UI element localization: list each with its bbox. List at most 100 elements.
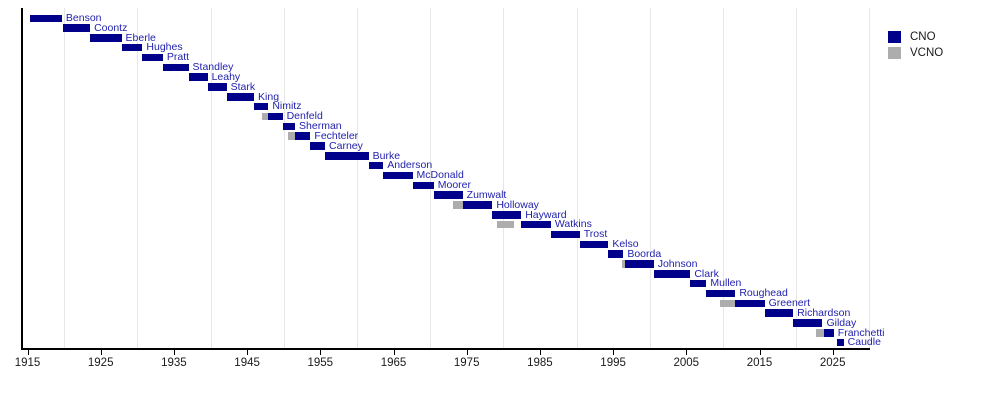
- x-tick-label-1965: 1965: [380, 357, 407, 369]
- officer-label-carney[interactable]: Carney: [329, 139, 363, 152]
- officer-label-standley[interactable]: Standley: [192, 61, 234, 74]
- gridline-1990: [576, 8, 578, 349]
- gridline-2010: [722, 8, 724, 349]
- x-tick-label-1945: 1945: [234, 357, 260, 369]
- officer-label-hayward[interactable]: Hayward: [525, 208, 567, 221]
- legend-item-vcno: VCNO: [888, 46, 943, 60]
- cno-bar-benson: [30, 14, 62, 22]
- x-tick-label-1935: 1935: [161, 357, 187, 369]
- cno-bar-sherman: [282, 122, 296, 131]
- officer-label-richardson[interactable]: Richardson: [797, 306, 851, 319]
- legend-label-cno: CNO: [910, 31, 936, 43]
- x-tick-1975: [466, 350, 468, 355]
- officer-label-holloway[interactable]: Holloway: [496, 198, 539, 211]
- gridline-1960: [356, 8, 358, 349]
- vcno-bar-greenert: [719, 299, 736, 308]
- officer-label-nimitz[interactable]: Nimitz: [272, 100, 302, 113]
- officer-label-king[interactable]: King: [258, 90, 280, 103]
- cno-bar-burke: [325, 152, 369, 160]
- officer-label-hughes[interactable]: Hughes: [146, 41, 183, 54]
- cno-bar-clark: [653, 270, 691, 278]
- cno-bar-coontz: [63, 24, 91, 32]
- vcno-color-swatch: [888, 47, 901, 59]
- cno-bar-holloway: [462, 201, 493, 209]
- officer-label-kelso[interactable]: Kelso: [612, 238, 639, 251]
- cno-bar-watkins: [521, 220, 551, 229]
- cno-bar-stark: [207, 83, 227, 91]
- officer-label-caudle[interactable]: Caudle: [847, 336, 881, 349]
- officer-label-greenert[interactable]: Greenert: [768, 297, 811, 310]
- officer-label-roughead[interactable]: Roughead: [739, 287, 788, 300]
- x-tick-1915: [27, 350, 29, 355]
- x-tick-2025: [832, 350, 834, 355]
- cno-bar-nimitz: [254, 102, 269, 111]
- gridline-2000: [649, 8, 651, 349]
- y-axis-line: [21, 8, 23, 350]
- x-tick-1925: [100, 350, 102, 355]
- gridline-1980: [503, 8, 505, 349]
- vcno-bar-johnson: [621, 260, 625, 268]
- gridline-1940: [210, 8, 212, 349]
- cno-bar-mcdonald: [383, 171, 413, 180]
- officer-label-eberle[interactable]: Eberle: [125, 31, 156, 44]
- officer-label-moorer[interactable]: Moorer: [437, 179, 472, 192]
- officer-label-mcdonald[interactable]: McDonald: [416, 169, 464, 182]
- cno-bar-denfeld: [268, 112, 283, 121]
- officer-label-mullen[interactable]: Mullen: [710, 277, 742, 290]
- x-tick-2005: [686, 350, 688, 355]
- cno-bar-anderson: [368, 161, 384, 170]
- officer-label-johnson[interactable]: Johnson: [657, 257, 698, 270]
- officer-label-clark[interactable]: Clark: [694, 267, 719, 280]
- officer-label-gilday[interactable]: Gilday: [826, 316, 857, 329]
- cno-color-swatch: [888, 31, 901, 43]
- officer-label-benson[interactable]: Benson: [65, 12, 102, 24]
- officer-label-burke[interactable]: Burke: [372, 149, 401, 162]
- vcno-bar-holloway: [453, 201, 463, 209]
- gridline-1970: [430, 8, 432, 349]
- officer-label-zumwalt[interactable]: Zumwalt: [466, 188, 507, 201]
- x-tick-label-1975: 1975: [453, 357, 480, 369]
- x-tick-label-2005: 2005: [673, 357, 700, 369]
- cno-bar-boorda: [608, 250, 624, 258]
- x-tick-label-1955: 1955: [307, 357, 334, 369]
- cno-bar-kelso: [580, 240, 609, 249]
- cno-bar-richardson: [764, 309, 794, 317]
- cno-bar-zumwalt: [433, 191, 463, 199]
- gridline-1950: [283, 8, 285, 349]
- x-tick-label-1985: 1985: [527, 357, 553, 369]
- cno-bar-carney: [310, 142, 326, 150]
- cno-bar-moorer: [412, 181, 434, 190]
- x-tick-1995: [613, 350, 615, 355]
- x-tick-label-2025: 2025: [819, 357, 846, 369]
- cno-bar-franchetti: [824, 329, 834, 337]
- x-tick-1985: [539, 350, 541, 355]
- officer-label-franchetti[interactable]: Franchetti: [837, 326, 885, 339]
- officer-label-fechteler[interactable]: Fechteler: [314, 129, 359, 142]
- x-tick-1965: [393, 350, 395, 355]
- cno-bar-roughead: [706, 289, 736, 298]
- officer-label-stark[interactable]: Stark: [230, 80, 256, 93]
- officer-label-leahy[interactable]: Leahy: [211, 70, 241, 83]
- cno-bar-fechteler: [295, 132, 311, 140]
- officer-label-trost[interactable]: Trost: [583, 228, 608, 241]
- cno-bar-caudle: [837, 338, 844, 347]
- officer-label-pratt[interactable]: Pratt: [166, 51, 190, 64]
- x-axis-line: [21, 348, 871, 350]
- cno-bar-mullen: [690, 279, 707, 288]
- x-tick-label-2015: 2015: [746, 357, 773, 369]
- x-tick-1955: [320, 350, 322, 355]
- cno-bar-hayward: [492, 211, 522, 219]
- cno-bar-greenert: [735, 299, 765, 308]
- x-tick-label-1925: 1925: [87, 357, 114, 369]
- officer-label-anderson[interactable]: Anderson: [387, 159, 433, 172]
- legend-label-vcno: VCNO: [910, 47, 944, 59]
- x-tick-1935: [173, 350, 175, 355]
- gridline-1930: [137, 8, 139, 349]
- officer-label-watkins[interactable]: Watkins: [554, 218, 592, 231]
- officer-label-sherman[interactable]: Sherman: [299, 120, 342, 133]
- officer-label-coontz[interactable]: Coontz: [94, 21, 128, 34]
- officer-label-boorda[interactable]: Boorda: [627, 247, 662, 260]
- vcno-bar-fechteler: [288, 132, 296, 140]
- officer-label-denfeld[interactable]: Denfeld: [286, 110, 323, 123]
- cno-bar-leahy: [188, 73, 208, 81]
